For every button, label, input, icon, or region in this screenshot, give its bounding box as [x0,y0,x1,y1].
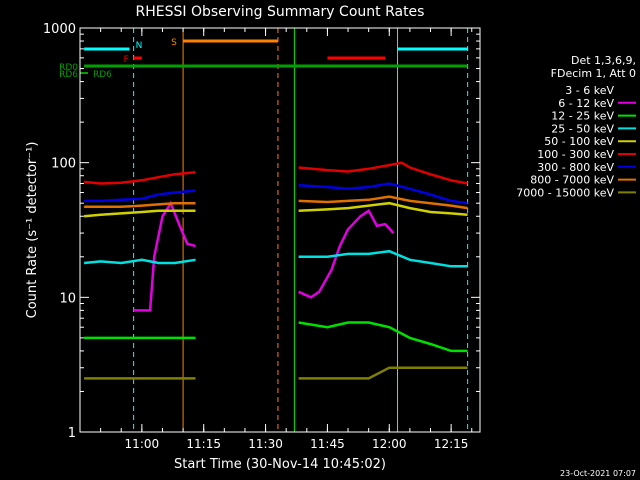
y-tick-label-1: 10 [59,291,76,306]
series-line-3-1 [298,249,468,268]
x-axis-label: Start Time (30-Nov-14 10:45:02) [174,457,386,472]
y-tick-label-0: 1 [68,426,76,441]
x-tick-label-0: 11:00 [125,437,160,451]
state-bar-label-2: F [124,55,129,65]
state-bar-label-3: S [171,38,177,48]
series-line-4-0 [83,209,196,218]
legend-label-5: 100 - 300 keV [537,148,614,161]
legend-label-4: 50 - 100 keV [544,135,614,148]
state-bar-label-6: RD6 [59,70,78,80]
series-group [83,161,468,380]
series-line-1-1 [298,208,395,299]
series-line-3-0 [83,258,196,265]
x-tick-label-5: 12:15 [434,437,469,451]
legend-label-0: 3 - 6 keV [565,84,614,97]
y-axis-label: Count Rate (s⁻¹ detector⁻¹) [25,142,40,319]
series-line-2-1 [298,321,468,353]
x-tick-label-1: 11:15 [186,437,221,451]
series-line-6-0 [84,189,196,203]
x-tick-label-3: 11:45 [310,437,345,451]
legend-label-3: 25 - 50 keV [551,122,614,135]
x-tick-label-4: 12:00 [372,437,407,451]
series-line-6-1 [298,182,468,205]
legend-label-2: 12 - 25 keV [551,110,614,123]
plot-frame [79,27,481,433]
legend-header-0: Det 1,3,6,9, [571,54,636,67]
chart-title: RHESSI Observing Summary Count Rates [136,4,425,20]
series-line-7-0 [84,201,196,209]
date-stamp: 23-Oct-2021 07:07 [560,469,636,478]
y-tick-label-3: 1000 [43,22,76,37]
state-bar-label-5: RD0 [59,63,78,73]
state-bar-label-6: RD6 [93,70,112,80]
series-line-5-0 [83,170,196,185]
legend-header-1: FDecim 1, Att 0 [551,67,636,80]
x-tick-label-2: 11:30 [248,437,283,451]
legend-label-7: 800 - 7000 keV [530,174,614,187]
state-bar-label-1: N [136,41,143,51]
series-line-7-1 [298,195,468,210]
legend-label-8: 7000 - 15000 keV [516,186,614,199]
series-line-8-1 [298,366,468,380]
series-line-4-1 [298,201,468,217]
axes-group: 11:00 11:15 11:30 11:45 12:00 12:15 1 10 100 1000 [43,22,481,451]
legend-label-6: 300 - 800 keV [537,161,614,174]
series-line-5-1 [298,161,468,185]
series-line-0-0 [153,192,196,221]
y-tick-label-2: 100 [51,157,76,172]
legend-label-1: 6 - 12 keV [558,97,614,110]
